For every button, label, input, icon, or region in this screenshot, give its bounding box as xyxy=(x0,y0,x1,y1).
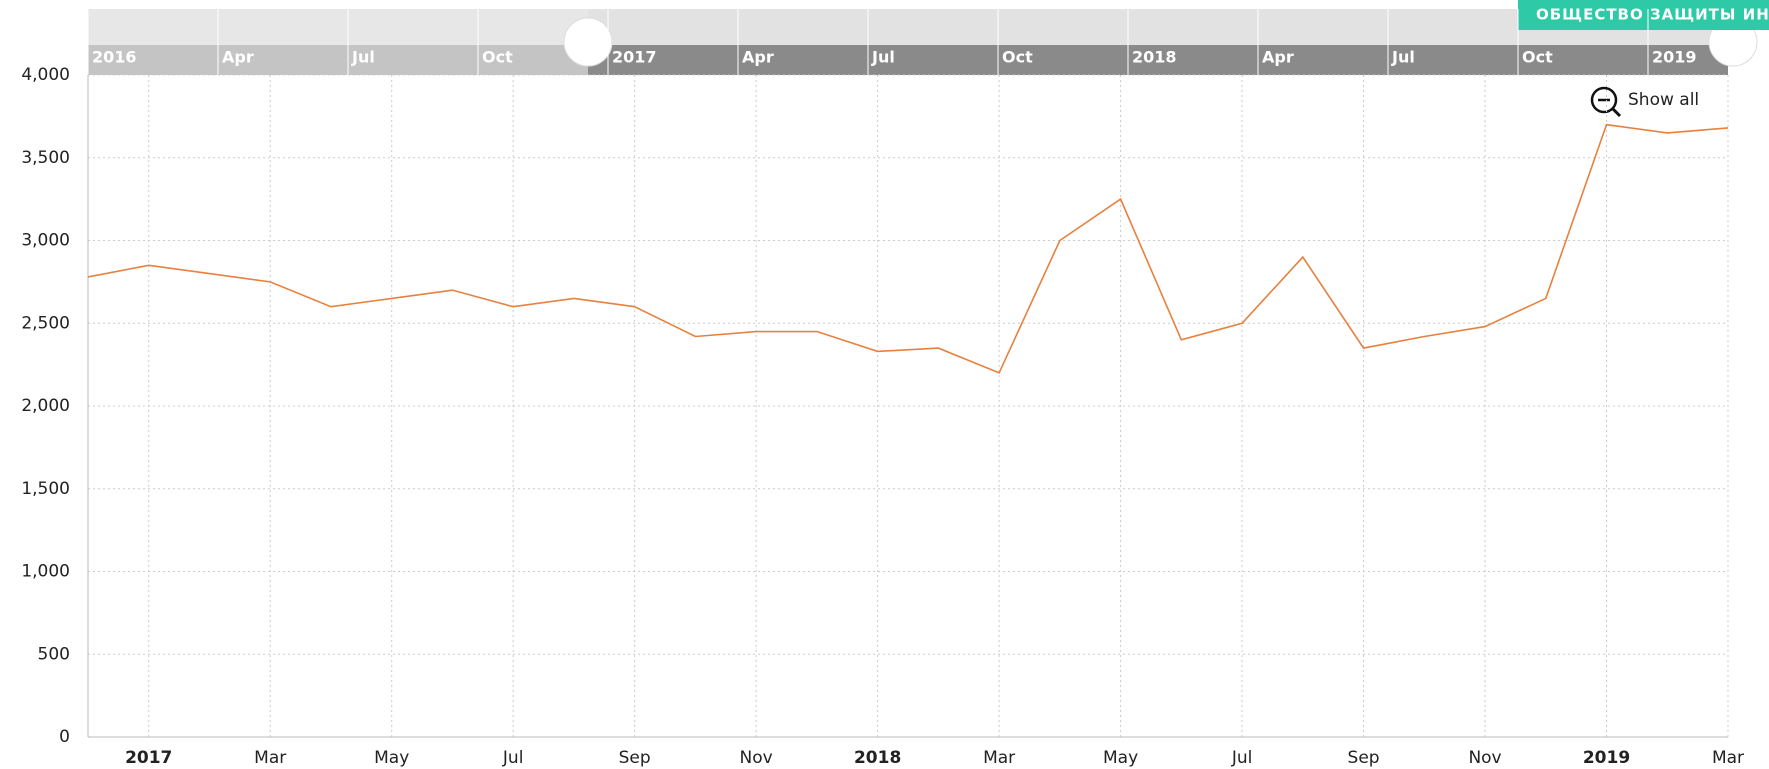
navigator-label: 2016 xyxy=(92,48,137,67)
show-all[interactable]: Show all xyxy=(1590,86,1699,118)
navigator-handle[interactable] xyxy=(563,17,613,67)
navigator-label: Jul xyxy=(1391,48,1415,67)
zoom-icon xyxy=(1590,86,1618,114)
navigator-label: 2018 xyxy=(1132,48,1177,67)
y-tick-label: 3,000 xyxy=(21,231,70,251)
x-tick-label: Nov xyxy=(740,748,773,768)
y-tick-label: 3,500 xyxy=(21,148,70,168)
navigator-label: 2017 xyxy=(612,48,657,67)
banner: ОБЩЕСТВО ЗАЩИТЫ ИНТЕРНЕ xyxy=(1536,6,1769,24)
zoom-icon xyxy=(1611,107,1622,118)
navigator-label: Oct xyxy=(1002,48,1033,67)
navigator-label: Apr xyxy=(222,48,254,67)
navigator-label: Oct xyxy=(482,48,513,67)
x-tick-label: 2018 xyxy=(854,748,901,768)
navigator-label: Jul xyxy=(351,48,375,67)
navigator-label: Apr xyxy=(1262,48,1294,67)
navigator-label: 2019 xyxy=(1652,48,1697,67)
navigator-label: Jul xyxy=(871,48,895,67)
y-tick-label: 2,500 xyxy=(21,313,70,333)
navigator-top xyxy=(88,9,1728,45)
x-tick-label: Mar xyxy=(983,748,1015,768)
x-tick-label: May xyxy=(1103,748,1138,768)
x-tick-label: Jul xyxy=(1231,748,1253,768)
x-tick-label: Mar xyxy=(254,748,286,768)
navigator-label: Apr xyxy=(742,48,774,67)
button-label[interactable]: Show all xyxy=(1628,90,1699,110)
x-tick-label: Sep xyxy=(1348,748,1380,768)
y-tick-label: 1,000 xyxy=(21,562,70,582)
x-tick-label: Jul xyxy=(502,748,524,768)
x-tick-label: 2017 xyxy=(125,748,172,768)
y-tick-label: 0 xyxy=(59,727,70,747)
x-tick-label: Sep xyxy=(619,748,651,768)
y-tick-label: 2,000 xyxy=(21,396,70,416)
line xyxy=(87,123,1729,374)
y-tick-label: 4,000 xyxy=(21,65,70,85)
x-tick-label: 2019 xyxy=(1583,748,1630,768)
x-tick-label: Nov xyxy=(1468,748,1501,768)
banner-box xyxy=(1518,0,1769,30)
y-tick-label: 1,500 xyxy=(21,479,70,499)
x-tick-label: May xyxy=(374,748,409,768)
x-tick-label: Mar xyxy=(1712,748,1744,768)
navigator-label: Oct xyxy=(1522,48,1553,67)
y-tick-label: 500 xyxy=(38,644,70,664)
